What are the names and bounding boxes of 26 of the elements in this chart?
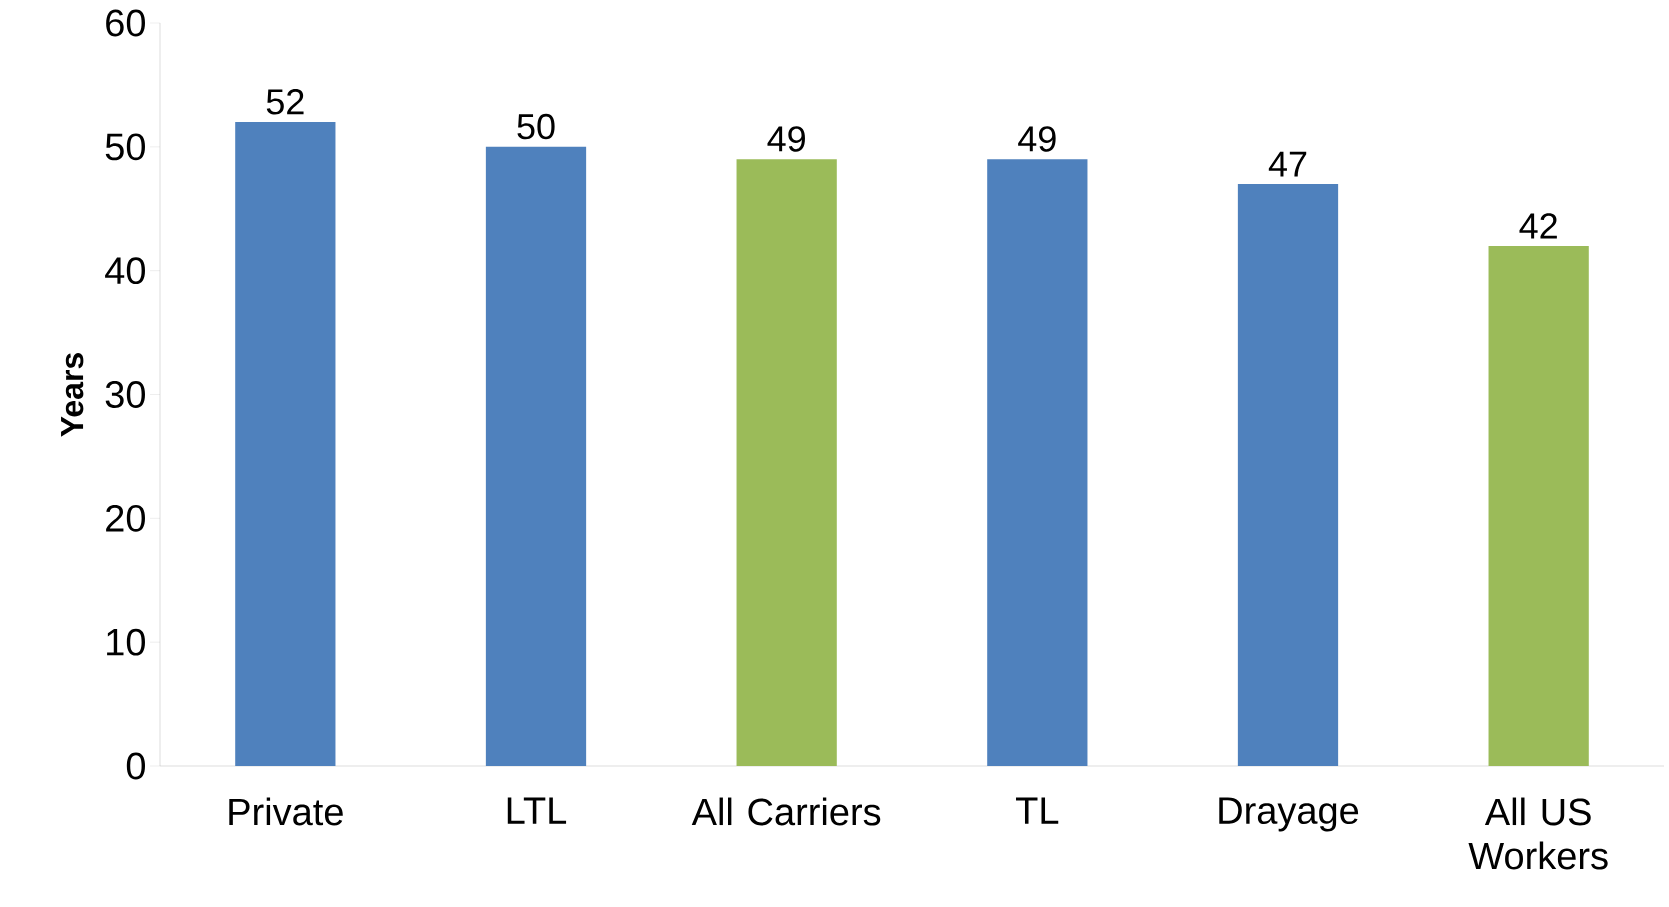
bar [1237,183,1339,766]
x-tick-label: LTL [507,797,567,824]
y-tick-label: 0 [126,752,145,780]
y-tick-label: 30 [105,381,145,408]
bar [485,146,587,766]
data-label: 49 [1018,126,1056,152]
data-label: 52 [266,89,304,115]
y-tick-label: 20 [106,504,145,532]
x-tick-label: TL [1016,797,1059,824]
x-tick-label: All US Workers [1468,797,1608,870]
data-label: 42 [1519,213,1557,239]
y-tick-label: 60 [106,9,145,37]
y-tick-label: 10 [107,628,145,656]
x-tick-label: Drayage [1219,797,1359,832]
y-tick-label: 50 [105,133,145,161]
data-label: 47 [1268,151,1307,177]
y-axis-title: Years [61,353,84,437]
y-tick-label: 40 [105,257,145,285]
bar [1488,245,1589,766]
data-label: 50 [517,113,555,140]
bar [235,122,336,766]
x-tick-label: All Carriers [691,797,881,826]
bar [736,159,837,766]
bar [987,159,1088,766]
data-label: 49 [767,126,805,152]
x-tick-label: Private [229,797,343,826]
